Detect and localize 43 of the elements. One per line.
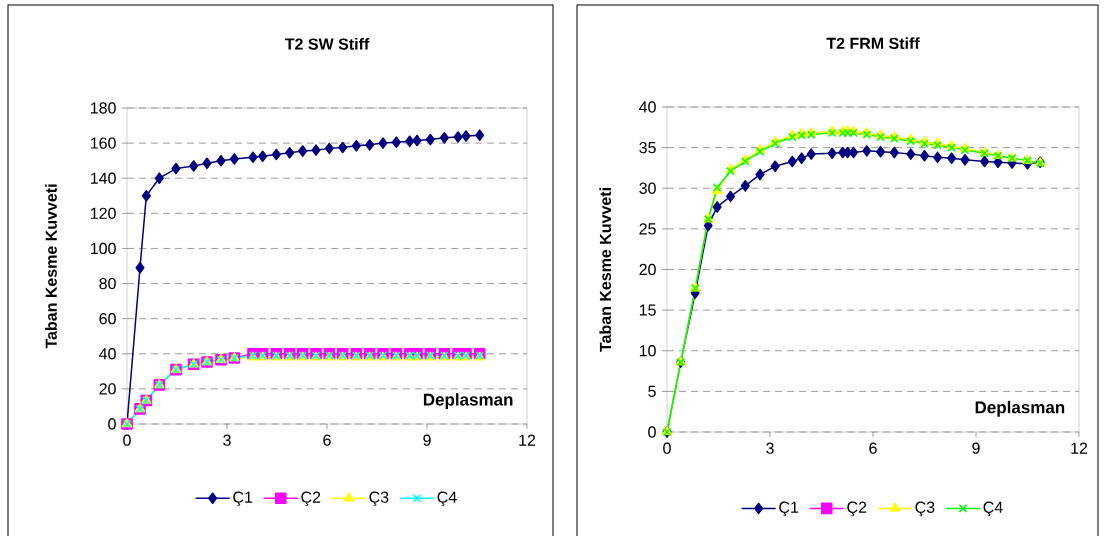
y-tick-label: 120 [91, 207, 116, 219]
x-axis-title: Deplasman [975, 400, 1065, 417]
y-tick-label: 35 [639, 141, 656, 154]
y-tick-label: 100 [91, 242, 116, 255]
y-tick-label: 140 [91, 172, 116, 184]
x-tick-label: 9 [972, 442, 980, 454]
y-tick-label: 80 [99, 277, 116, 290]
chart-title: T2 SW Stiff [284, 37, 370, 50]
x-tick-label: 0 [123, 434, 131, 446]
y-tick-label: 40 [99, 348, 116, 360]
y-tick-label: 60 [99, 313, 116, 325]
y-axis-title: Taban Kesme Kuvveti [45, 184, 57, 349]
y-axis-title: Taban Kesme Kuvveti [599, 188, 612, 352]
x-tick-label: 6 [869, 442, 877, 454]
y-tick-label: 20 [99, 383, 116, 395]
x-tick-label: 0 [663, 442, 671, 454]
x-tick-label: 6 [323, 434, 331, 446]
y-tick-label: 20 [639, 263, 656, 276]
legend-label: Ç3 [915, 501, 935, 517]
y-tick-label: 30 [639, 182, 656, 194]
x-tick-label: 3 [223, 434, 231, 446]
y-tick-label: 180 [91, 102, 116, 114]
x-tick-label: 12 [519, 434, 536, 446]
y-tick-label: 0 [648, 426, 656, 438]
y-tick-label: 160 [91, 137, 116, 149]
x-tick-label: 12 [1071, 442, 1088, 454]
y-tick-label: 15 [639, 304, 656, 316]
legend-label: Ç2 [301, 491, 321, 507]
y-tick-label: 40 [639, 101, 656, 113]
y-tick-label: 0 [108, 418, 116, 430]
y-tick-label: 5 [648, 385, 656, 397]
legend-label: Ç3 [369, 491, 389, 507]
legend-label: Ç1 [779, 501, 799, 517]
y-tick-label: 10 [639, 345, 656, 357]
legend-label: Ç2 [847, 501, 867, 517]
x-tick-label: 3 [766, 442, 774, 454]
legend-label: Ç4 [437, 491, 457, 507]
y-tick-label: 25 [639, 223, 656, 235]
legend-label: Ç1 [233, 491, 253, 507]
legend-label: Ç4 [983, 501, 1003, 517]
x-tick-label: 9 [423, 434, 431, 446]
chart-title: T2 FRM Stiff [826, 37, 920, 50]
x-axis-title: Deplasman [423, 393, 513, 409]
